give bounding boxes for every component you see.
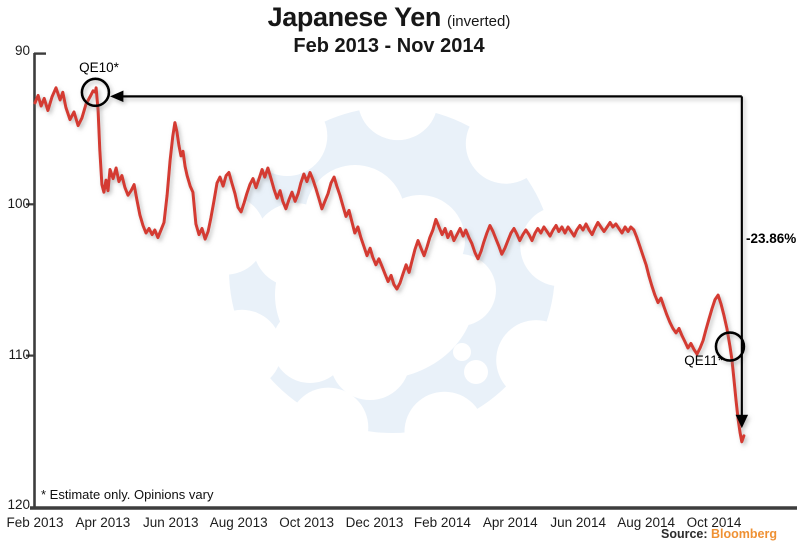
x-axis-tick-label: Jun 2014: [550, 515, 606, 530]
qe11-circle: [714, 331, 746, 362]
annotation-percent-change: -23.86%: [746, 231, 797, 246]
source-label: Source:: [660, 527, 708, 541]
down-arrowhead: [735, 414, 749, 429]
qe10-circle: [80, 77, 111, 108]
chart-subtitle: Feb 2013 - Nov 2014: [293, 35, 485, 57]
left-arrowhead: [109, 90, 124, 103]
axes: [26, 52, 797, 510]
x-axis-tick-label: Dec 2013: [345, 515, 404, 530]
y-axis-tick-label: 90: [14, 43, 30, 58]
estimate-footnote: * Estimate only. Opinions vary: [41, 487, 214, 502]
x-axis-tick-label: Jun 2013: [143, 515, 199, 530]
annotation-qe11-label: QE11*: [684, 353, 723, 368]
y-axis-tick-label: 100: [7, 196, 30, 211]
x-axis-tick-label: Apr 2013: [75, 515, 131, 530]
chart-title-main: Japanese Yen: [267, 2, 442, 32]
x-axis-tick-label: Apr 2014: [482, 515, 538, 530]
y-axis-tick-label: 120: [7, 497, 30, 512]
x-axis-tick-label: Oct 2013: [279, 515, 334, 530]
x-axis-tick-label: Feb 2013: [6, 515, 64, 530]
yen-series-line: [33, 86, 746, 444]
y-axis-tick-label: 110: [8, 347, 30, 362]
chart-header: Japanese Yen (inverted) Feb 2013 - Nov 20…: [0, 3, 778, 57]
source-name: Bloomberg: [711, 527, 777, 541]
x-axis-tick-label: Feb 2014: [413, 515, 471, 530]
x-axis-tick-label: Aug 2013: [209, 515, 268, 530]
chart-title-qualifier: (inverted): [446, 13, 511, 30]
gear-cloud-watermark: [185, 60, 601, 472]
x-axis-tick-label: Oct 2014: [686, 515, 742, 530]
annotation-qe10-label: QE10*: [79, 60, 119, 75]
x-axis-tick-label: Aug 2014: [617, 515, 675, 530]
annotation-arrows: [80, 77, 749, 429]
chart-title: Japanese Yen (inverted): [0, 3, 778, 36]
source-line: Source: Bloomberg: [661, 527, 777, 541]
